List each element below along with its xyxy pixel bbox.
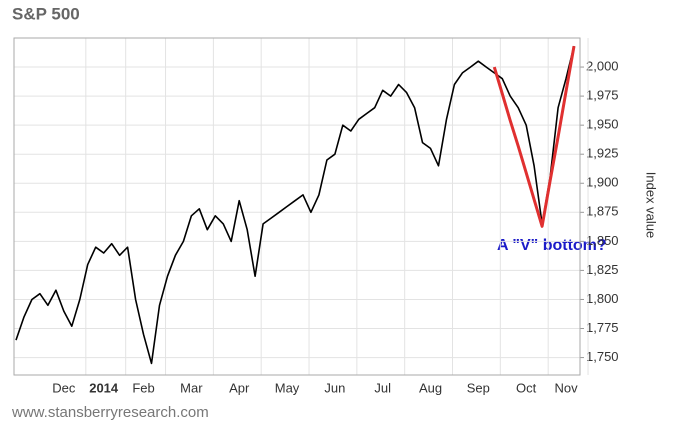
x-tick-label: Feb — [132, 380, 154, 395]
y-tick-label: 1,800 — [586, 291, 619, 306]
x-tick-label: Oct — [516, 380, 537, 395]
x-tick-label: May — [275, 380, 300, 395]
y-tick-label: 1,925 — [586, 146, 619, 161]
source: www.stansberryresearch.com — [11, 404, 209, 421]
x-tick-label: Sep — [467, 380, 490, 395]
x-tick-label: Apr — [229, 380, 250, 395]
y-axis-label: Index value — [644, 172, 659, 239]
y-tick-label: 1,825 — [586, 262, 619, 277]
y-tick-label: 1,900 — [586, 175, 619, 190]
x-tick-label: Dec — [52, 380, 76, 395]
x-tick-label: 2014 — [89, 380, 119, 395]
y-tick-label: 1,850 — [586, 233, 619, 248]
y-tick-label: 1,875 — [586, 204, 619, 219]
x-tick-label: Jul — [374, 380, 391, 395]
y-tick-label: 1,950 — [586, 117, 619, 132]
y-tick-label: 1,775 — [586, 320, 619, 335]
y-tick-label: 2,000 — [586, 58, 619, 73]
y-tick-label: 1,975 — [586, 88, 619, 103]
plot-frame — [13, 37, 581, 376]
x-tick-label: Mar — [180, 380, 203, 395]
chart-title: S&P 500 — [12, 4, 80, 23]
series-line — [492, 45, 576, 228]
series-line — [15, 45, 575, 365]
y-tick-label: 1,750 — [586, 349, 619, 364]
x-tick-label: Aug — [419, 380, 442, 395]
x-tick-label: Nov — [554, 380, 578, 395]
x-tick-label: Jun — [324, 380, 345, 395]
